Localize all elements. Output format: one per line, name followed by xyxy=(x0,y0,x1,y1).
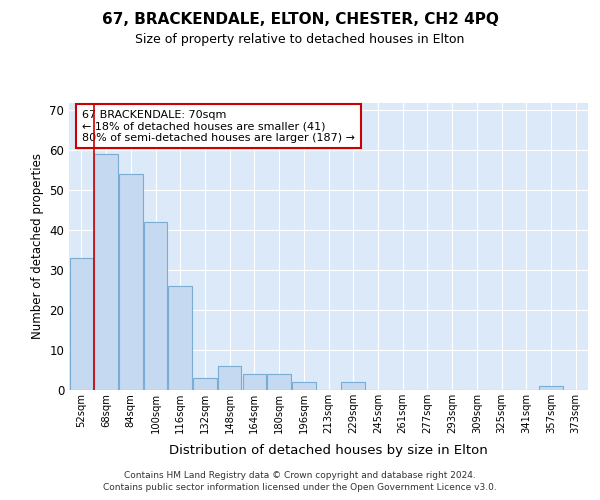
Bar xyxy=(539,386,563,390)
Text: Contains HM Land Registry data © Crown copyright and database right 2024.
Contai: Contains HM Land Registry data © Crown c… xyxy=(103,471,497,492)
Bar xyxy=(242,374,266,390)
Text: 67 BRACKENDALE: 70sqm
← 18% of detached houses are smaller (41)
80% of semi-deta: 67 BRACKENDALE: 70sqm ← 18% of detached … xyxy=(82,110,355,143)
Bar xyxy=(94,154,118,390)
Bar xyxy=(268,374,291,390)
X-axis label: Distribution of detached houses by size in Elton: Distribution of detached houses by size … xyxy=(169,444,488,458)
Bar xyxy=(144,222,167,390)
Bar xyxy=(341,382,365,390)
Y-axis label: Number of detached properties: Number of detached properties xyxy=(31,153,44,340)
Bar xyxy=(193,378,217,390)
Bar xyxy=(70,258,93,390)
Bar xyxy=(218,366,241,390)
Bar xyxy=(119,174,143,390)
Bar xyxy=(169,286,192,390)
Bar xyxy=(292,382,316,390)
Text: 67, BRACKENDALE, ELTON, CHESTER, CH2 4PQ: 67, BRACKENDALE, ELTON, CHESTER, CH2 4PQ xyxy=(101,12,499,28)
Text: Size of property relative to detached houses in Elton: Size of property relative to detached ho… xyxy=(136,32,464,46)
